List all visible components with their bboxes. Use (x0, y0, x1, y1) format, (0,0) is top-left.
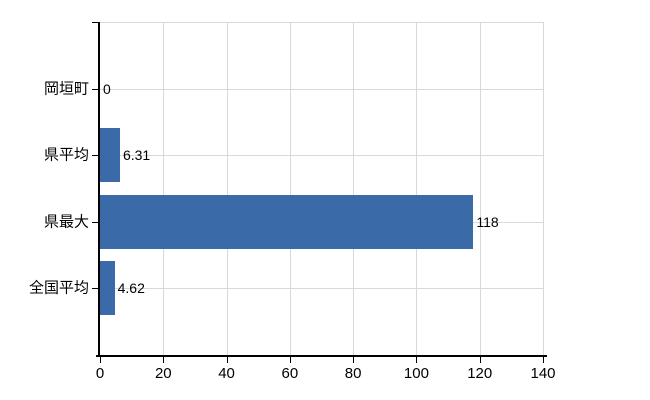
gridline-horizontal (100, 288, 543, 290)
x-tick-label: 20 (154, 365, 172, 382)
y-axis-tick (92, 22, 99, 23)
y-axis-tick (92, 155, 99, 157)
x-tick-label: 100 (403, 365, 429, 382)
y-axis-tick (92, 88, 99, 90)
gridline-vertical (479, 22, 481, 355)
gridline-horizontal (100, 155, 543, 157)
x-axis-tick (416, 357, 418, 363)
x-tick-label: 40 (218, 365, 235, 382)
x-tick-label: 60 (281, 365, 299, 382)
x-axis (96, 355, 547, 357)
x-axis-tick (100, 357, 101, 363)
gridline-vertical (289, 22, 291, 355)
bar (100, 128, 120, 183)
x-axis-tick (163, 357, 165, 363)
bar-value-label: 0 (103, 80, 111, 97)
bar (100, 261, 115, 316)
y-axis-tick (92, 221, 99, 223)
bar (100, 194, 474, 249)
x-axis-tick (353, 357, 355, 363)
x-tick-label: 0 (95, 365, 105, 382)
gridline-vertical (543, 22, 544, 355)
bar-value-label: 4.62 (117, 280, 145, 297)
category-label: 県平均 (43, 146, 89, 164)
gridline-horizontal (100, 88, 543, 90)
y-axis (98, 22, 100, 357)
x-tick-label: 120 (467, 365, 493, 382)
category-label: 全国平均 (28, 279, 89, 297)
bar-value-label: 118 (476, 213, 499, 230)
x-axis-tick (289, 357, 291, 363)
gridline-vertical (353, 22, 355, 355)
x-tick-label: 140 (530, 365, 556, 382)
x-axis-tick (543, 357, 544, 363)
y-axis-tick (92, 288, 99, 290)
bar-value-label: 6.31 (122, 147, 151, 164)
x-axis-tick (226, 357, 228, 363)
gridline-vertical (163, 22, 165, 355)
x-axis-tick (479, 357, 481, 363)
category-label: 岡垣町 (43, 80, 89, 98)
category-label: 県最大 (43, 213, 89, 231)
gridline-vertical (416, 22, 418, 355)
x-tick-label: 80 (344, 365, 362, 382)
gridline-vertical (226, 22, 228, 355)
gridline-horizontal (100, 22, 543, 23)
